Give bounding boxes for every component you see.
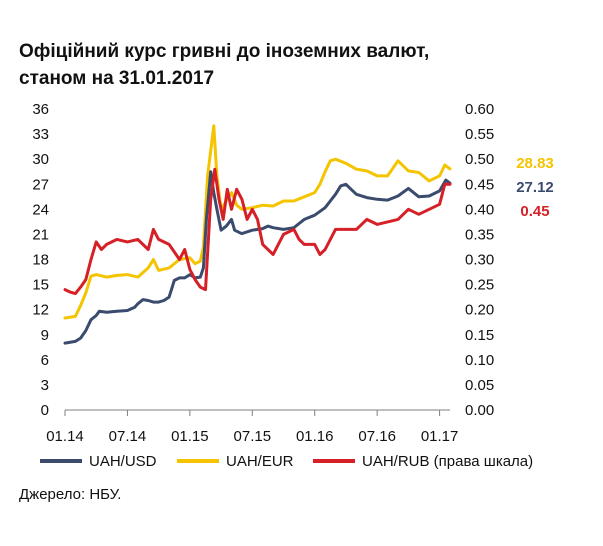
left-tick-label: 15 (32, 277, 49, 294)
end-value-labels: 28.83 27.12 0.45 (516, 155, 554, 220)
chart-title: Офіційний курс гривні до іноземних валют… (19, 38, 589, 92)
x-tick-label: 01.17 (421, 428, 459, 445)
chart-series (63, 124, 452, 345)
left-tick-label: 30 (32, 151, 49, 168)
left-tick-label: 6 (41, 352, 49, 369)
chart-axes: 01.14 07.14 01.15 07.15 01.16 07.16 01.1703691… (32, 101, 494, 445)
right-tick-label: 0.00 (465, 402, 494, 419)
left-tick-label: 27 (32, 176, 49, 193)
left-tick-label: 24 (32, 201, 49, 218)
left-tick-label: 9 (41, 327, 49, 344)
legend-swatch-rub (313, 459, 355, 464)
left-tick-label: 36 (32, 101, 49, 118)
chart-title-line-2: станом на 31.01.2017 (19, 68, 215, 89)
right-tick-label: 0.30 (465, 252, 494, 269)
right-tick-label: 0.40 (465, 201, 494, 218)
legend-item-rub: UAH/RUB (права шкала) (313, 453, 533, 470)
right-tick-label: 0.50 (465, 151, 494, 168)
source-note: Джерело: НБУ. (19, 486, 122, 503)
series-line-rub (63, 167, 452, 296)
right-tick-label: 0.55 (465, 126, 494, 143)
legend-label-eur: UAH/EUR (226, 453, 294, 470)
right-tick-label: 0.10 (465, 352, 494, 369)
right-tick-label: 0.60 (465, 101, 494, 118)
x-tick-label: 01.14 (46, 428, 84, 445)
legend-label-rub: UAH/RUB (права шкала) (362, 453, 534, 470)
left-tick-label: 21 (32, 226, 49, 243)
x-tick-label: 01.15 (171, 428, 209, 445)
end-label-eur: 28.83 (516, 155, 554, 172)
legend-swatch-usd (40, 459, 82, 464)
legend-swatch-eur (177, 459, 219, 464)
series-line-eur (63, 124, 452, 320)
left-tick-label: 12 (32, 302, 49, 319)
right-tick-label: 0.35 (465, 226, 494, 243)
x-tick-label: 07.16 (358, 428, 396, 445)
right-tick-label: 0.25 (465, 277, 494, 294)
right-tick-label: 0.05 (465, 377, 494, 394)
left-tick-label: 3 (41, 377, 49, 394)
legend-label-usd: UAH/USD (89, 453, 157, 470)
chart-title-line-1: Офіційний курс гривні до іноземних валют… (19, 41, 430, 62)
left-tick-label: 33 (32, 126, 49, 143)
end-label-rub: 0.45 (520, 203, 549, 220)
legend-item-usd: UAH/USD (40, 453, 157, 470)
x-tick-label: 01.16 (296, 428, 334, 445)
legend-item-eur: UAH/EUR (177, 453, 294, 470)
left-tick-label: 0 (41, 402, 49, 419)
right-tick-label: 0.15 (465, 327, 494, 344)
x-tick-label: 07.15 (234, 428, 272, 445)
left-tick-label: 18 (32, 252, 49, 269)
x-tick-label: 07.14 (109, 428, 147, 445)
series-line-usd (63, 170, 452, 345)
right-tick-label: 0.45 (465, 176, 494, 193)
right-tick-label: 0.20 (465, 302, 494, 319)
end-label-usd: 27.12 (516, 179, 554, 196)
